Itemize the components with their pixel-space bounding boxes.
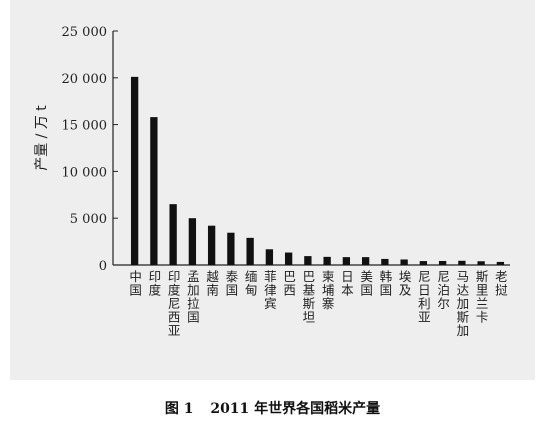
figure-caption: 图 1 2011 年世界各国稻米产量 <box>0 398 545 418</box>
x-category-label: 马达加斯加 <box>457 269 470 338</box>
y-tick-label: 15 000 <box>62 119 108 134</box>
x-category-label: 日本 <box>341 269 354 298</box>
x-category-label: 斯里兰卡 <box>476 269 489 325</box>
y-tick-label: 5 000 <box>70 212 107 227</box>
bar <box>150 117 158 265</box>
figure-title: 2011 年世界各国稻米产量 <box>210 401 381 417</box>
y-tick-label: 20 000 <box>62 72 108 87</box>
bar <box>323 256 331 265</box>
bars <box>130 76 505 265</box>
x-category-label: 越南 <box>206 269 219 298</box>
bar <box>130 76 139 265</box>
bar <box>381 258 389 265</box>
x-category-label: 柬埔寨 <box>322 269 335 311</box>
bar-chart: 0 5 000 10 000 15 000 20 000 25 000 中国印度印度尼西亚… <box>34 25 510 338</box>
x-category-label: 印度 <box>149 269 162 298</box>
bar <box>304 256 312 265</box>
x-category-label: 尼泊尔 <box>437 269 450 311</box>
x-category-label: 埃及 <box>399 269 412 298</box>
x-category-label: 韩国 <box>380 269 393 298</box>
bar <box>342 257 351 265</box>
bar <box>284 252 293 265</box>
x-category-label: 孟加拉国 <box>187 269 200 325</box>
y-tick-label: 10 000 <box>62 165 108 180</box>
bar <box>496 261 505 265</box>
bar <box>169 204 177 265</box>
bar <box>265 249 274 265</box>
bar <box>477 261 485 265</box>
figure-number: 图 1 <box>164 401 194 417</box>
bar <box>246 237 254 265</box>
y-tick-label: 0 <box>99 259 107 274</box>
x-category-label: 泰国 <box>226 269 239 298</box>
x-category-label: 巴基斯坦 <box>303 269 316 325</box>
bar <box>400 259 408 265</box>
x-category-label: 印度尼西亚 <box>168 269 181 338</box>
x-category-label: 中国 <box>129 269 142 298</box>
chart-panel: 0 5 000 10 000 15 000 20 000 25 000 中国 印度 印度尼西亚… <box>10 0 535 380</box>
bar <box>438 260 447 265</box>
bar <box>227 232 235 265</box>
x-category-label: 缅甸 <box>245 269 258 298</box>
x-category-labels: 中国印度印度尼西亚孟加拉国越南泰国缅甸菲律宾巴西巴基斯坦柬埔寨日本美国韩国埃及尼… <box>129 269 508 338</box>
bar <box>458 260 466 265</box>
y-axis-title: 产量 / 万 t <box>34 105 50 171</box>
y-tick-label: 25 000 <box>62 25 108 40</box>
x-category-label: 菲律宾 <box>264 269 277 311</box>
bar <box>207 225 216 265</box>
bar <box>419 261 428 265</box>
bar <box>361 257 370 265</box>
x-category-label: 老挝 <box>495 269 508 298</box>
bar <box>188 218 197 265</box>
x-category-label: 美国 <box>360 269 373 298</box>
x-category-label: 尼日利亚 <box>418 269 431 325</box>
y-ticks: 0 5 000 10 000 15 000 20 000 25 000 <box>62 25 118 274</box>
x-category-label: 巴西 <box>283 269 296 298</box>
